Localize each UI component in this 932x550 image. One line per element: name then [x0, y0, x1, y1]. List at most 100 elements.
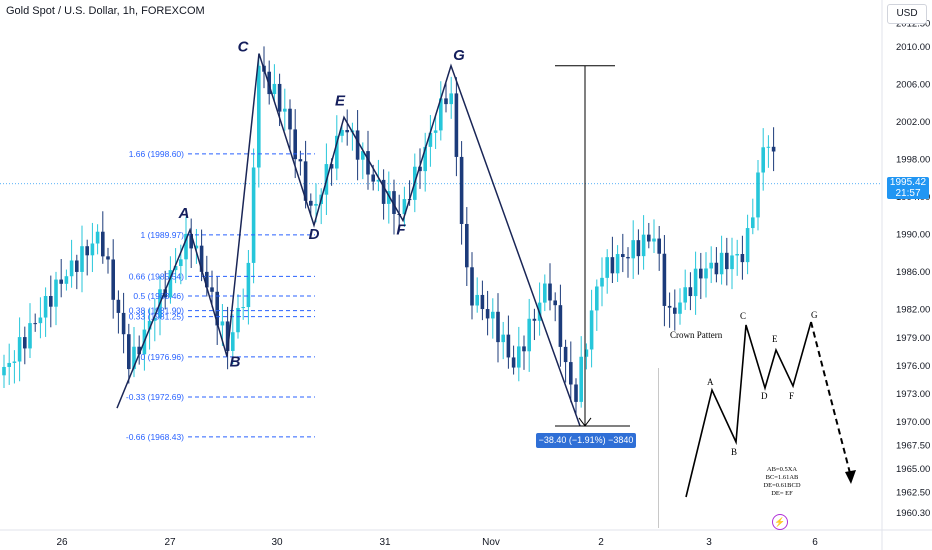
inset-point-g: G — [811, 310, 818, 320]
candle-body — [631, 240, 635, 259]
candle-body — [735, 254, 739, 256]
candle-body — [189, 233, 193, 249]
inset-divider — [658, 368, 659, 528]
candle-body — [745, 228, 750, 263]
candle-body — [522, 346, 526, 352]
inset-caption: Crown Pattern — [670, 330, 723, 340]
inset-point-a: A — [707, 377, 714, 387]
measure-label: −38.40 (−1.91%) −3840 — [536, 433, 636, 448]
candle-body — [589, 310, 594, 350]
candle-body — [740, 254, 745, 263]
candle-body — [439, 98, 443, 131]
candle-body — [553, 300, 557, 306]
y-tick-label: 1967.50 — [896, 441, 930, 452]
candle-body — [761, 147, 765, 173]
bar-countdown: 21:57 — [895, 188, 921, 199]
candle-body — [361, 151, 365, 160]
fib-level-label: 1.66 (1998.60) — [129, 149, 184, 159]
crown-pattern-diagram — [685, 321, 856, 498]
x-tick-label: Nov — [482, 537, 500, 548]
candle-body — [293, 129, 297, 160]
candle-body — [215, 291, 219, 326]
candle-body — [345, 130, 349, 133]
candle-body — [641, 234, 646, 257]
candle-body — [459, 156, 464, 224]
inset-point-b: B — [731, 447, 738, 457]
candle-body — [719, 252, 724, 275]
candle-body — [693, 268, 698, 297]
candle-body — [7, 362, 11, 367]
candle-body — [558, 305, 563, 347]
formula-de: DE=0.61BCD — [763, 482, 801, 489]
candle-body — [277, 83, 282, 112]
candle-body — [137, 346, 141, 355]
candle-body — [527, 318, 531, 352]
inset-formulas: AB=0.5XA BC=1.61AB DE=0.61BCD DE= EF — [752, 466, 812, 498]
candle-body — [667, 305, 672, 308]
candle-body — [532, 318, 537, 321]
candle-body — [595, 286, 599, 311]
candle-body — [610, 257, 615, 274]
candle-body — [163, 289, 167, 298]
fib-level-label: -0.66 (1968.43) — [126, 432, 184, 442]
formula-ef: DE= EF — [771, 490, 793, 497]
candle-body — [111, 259, 115, 300]
candle-body — [231, 332, 235, 351]
pattern-point-label-c: C — [238, 39, 250, 56]
candle-body — [517, 346, 521, 368]
candle-body — [470, 267, 474, 306]
candle-body — [756, 172, 760, 218]
candle-body — [584, 349, 589, 357]
candle-body — [225, 321, 230, 351]
candle-body — [376, 179, 381, 182]
fib-level-label: 0 (1976.96) — [141, 352, 185, 362]
measure-arrow — [578, 417, 592, 427]
candle-body — [205, 271, 209, 288]
candle-body — [444, 98, 448, 105]
current-price-badge: 1995.42 21:57 — [887, 177, 929, 199]
x-tick-label: 31 — [379, 537, 391, 548]
currency-button[interactable]: USD — [887, 4, 927, 24]
candle-body — [751, 217, 755, 229]
y-tick-label: 2012.50 — [896, 19, 930, 30]
chart-title: Gold Spot / U.S. Dollar, 1h, FOREXCOM — [6, 5, 205, 17]
candle-body — [569, 362, 573, 385]
candle-body — [43, 295, 48, 318]
candle-body — [600, 277, 604, 287]
candle-body — [288, 108, 292, 130]
candle-body — [64, 276, 69, 284]
candle-body — [392, 191, 396, 214]
candle-body — [454, 93, 459, 157]
candle-body — [85, 246, 89, 256]
candle-body — [173, 266, 178, 271]
candle-body — [647, 234, 651, 242]
candle-body — [548, 283, 552, 301]
candle-body — [116, 299, 121, 313]
candle-body — [80, 246, 84, 272]
candle-body — [257, 65, 261, 168]
inset-point-c: C — [740, 311, 747, 321]
candle-body — [90, 243, 95, 256]
candle-body — [168, 270, 173, 298]
candle-body — [662, 253, 667, 306]
fib-level-label: 0.66 (1985.54) — [129, 271, 184, 281]
candle-body — [355, 130, 360, 160]
fib-level-label: 0.5 (1983.46) — [133, 291, 184, 301]
x-tick-label: 3 — [706, 537, 712, 548]
pattern-point-label-a: A — [178, 205, 190, 222]
y-tick-label: 1976.00 — [896, 361, 930, 372]
candle-body — [17, 337, 22, 362]
candle-body — [657, 238, 661, 254]
candle-body — [683, 287, 687, 303]
candle-body — [314, 203, 318, 206]
candle-body — [33, 323, 37, 325]
candle-body — [49, 295, 53, 307]
y-tick-label: 2010.00 — [896, 42, 930, 53]
candle-body — [127, 334, 131, 370]
candle-body — [283, 108, 287, 112]
candle-body — [506, 334, 511, 358]
candle-body — [267, 71, 271, 95]
candle-body — [704, 268, 708, 279]
pattern-point-label-d: D — [309, 226, 320, 243]
